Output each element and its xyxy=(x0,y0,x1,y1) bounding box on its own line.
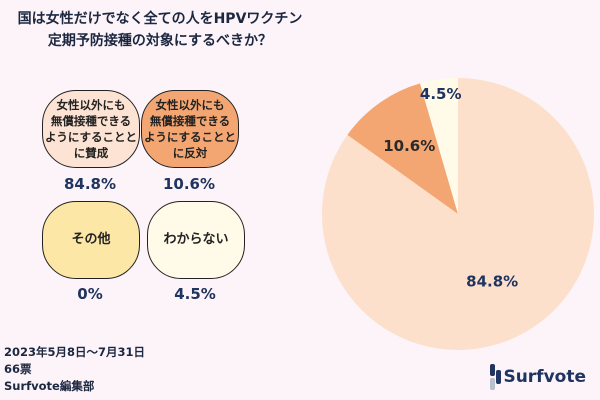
pie-label: 4.5% xyxy=(420,85,462,103)
surfvote-logo-icon xyxy=(490,364,502,390)
vote-count: 66票 xyxy=(4,362,32,376)
chart-title: 国は女性だけでなく全ての人をHPVワクチン 定期予防接種の対象にするべきか？ xyxy=(0,8,320,52)
option-pct-disagree: 10.6% xyxy=(162,175,216,193)
pie-label: 10.6% xyxy=(383,137,435,155)
card-text: わからない xyxy=(163,232,229,247)
card-text: ようにすることと xyxy=(44,130,138,144)
pie-slice xyxy=(321,78,594,350)
card-text: 無償接種できる xyxy=(50,114,132,128)
surfvote-logo: Surfvote xyxy=(489,364,586,390)
card-text: に反対 xyxy=(172,146,208,160)
option-card-other: その他 xyxy=(42,201,140,279)
pie-slice xyxy=(347,83,458,215)
title-line-2: 定期予防接種の対象にするべきか？ xyxy=(47,33,273,49)
card-text: その他 xyxy=(71,232,111,247)
card-text: 女性以外にも xyxy=(155,98,225,112)
option-pct-agree: 84.8% xyxy=(63,175,117,193)
author: Surfvote編集部 xyxy=(4,379,95,393)
option-pct-unknown: 4.5% xyxy=(174,285,216,303)
card-text: 女性以外にも xyxy=(56,98,126,112)
option-pct-other: 0% xyxy=(77,285,103,303)
logo-text: Surfvote xyxy=(503,367,586,387)
option-card-agree: 女性以外にも 無償接種できる ようにすることと に賛成 xyxy=(42,90,140,168)
pie-label: 84.8% xyxy=(466,273,518,291)
title-line-1: 国は女性だけでなく全ての人をHPVワクチン xyxy=(17,11,303,27)
card-text: ようにすることと xyxy=(143,130,237,144)
pie-slice xyxy=(420,78,458,214)
card-text: に賛成 xyxy=(73,146,109,160)
card-text: 無償接種できる xyxy=(149,114,231,128)
footer: 2023年5月8日〜7月31日 66票 Surfvote編集部 xyxy=(4,344,145,395)
option-card-disagree: 女性以外にも 無償接種できる ようにすることと に反対 xyxy=(141,90,239,168)
option-card-unknown: わからない xyxy=(147,201,245,279)
survey-period: 2023年5月8日〜7月31日 xyxy=(4,345,146,359)
